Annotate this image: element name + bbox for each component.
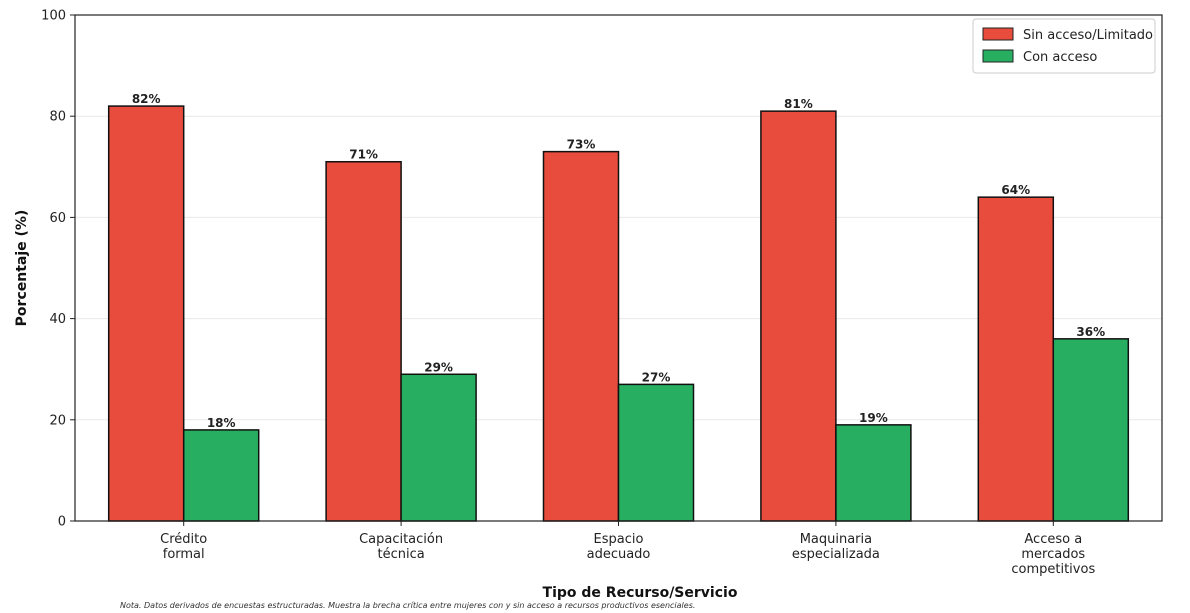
legend-box	[972, 18, 1156, 74]
y-tick-label-20: 20	[49, 413, 66, 428]
bar-value-label: 18%	[207, 416, 236, 430]
bar-sin-acceso-1	[325, 160, 402, 522]
y-tick-label-0: 0	[58, 515, 66, 530]
y-tick-label-60: 60	[49, 211, 66, 226]
x-category-label: adecuado	[587, 547, 651, 562]
x-category-label: técnica	[377, 547, 424, 562]
bar-sin-acceso-3	[760, 110, 837, 522]
bar-sin-acceso-4	[977, 196, 1055, 522]
x-category-label: Espacio	[594, 532, 644, 547]
bar-value-label: 64%	[1001, 183, 1030, 197]
bar-value-label: 81%	[784, 97, 813, 111]
x-category-label: Capacitación	[359, 532, 443, 547]
bar-value-label: 82%	[132, 92, 161, 106]
bar-value-label: 73%	[567, 138, 596, 152]
y-tick-label-80: 80	[49, 110, 66, 125]
bar-value-label: 36%	[1076, 325, 1105, 339]
legend: Sin acceso/Limitado Con acceso	[972, 18, 1156, 74]
bar-value-label: 29%	[424, 360, 453, 374]
bars	[107, 105, 1130, 522]
x-category-label: competitivos	[1011, 562, 1095, 577]
x-category-label: formal	[163, 547, 205, 562]
bar-con-acceso-4	[1052, 338, 1130, 522]
x-category-label: Crédito	[160, 532, 207, 547]
x-category-label: especializada	[792, 547, 880, 562]
chart-note: Nota. Datos derivados de encuestas estru…	[120, 601, 695, 610]
bar-con-acceso-0	[182, 429, 260, 522]
legend-swatch-con-acceso	[982, 49, 1014, 63]
legend-label-con-acceso: Con acceso	[1023, 50, 1097, 65]
x-axis-title: Tipo de Recurso/Servicio	[543, 585, 738, 601]
bar-sin-acceso-0	[107, 105, 185, 522]
bar-sin-acceso-2	[542, 150, 620, 522]
x-category-label: Maquinaria	[800, 532, 872, 547]
bar-value-label: 19%	[859, 411, 888, 425]
bar-con-acceso-2	[617, 383, 695, 522]
y-axis-title: Porcentaje (%)	[14, 210, 30, 327]
bar-value-label: 71%	[349, 148, 378, 162]
legend-label-sin-acceso: Sin acceso/Limitado	[1023, 28, 1153, 43]
x-category-label: Acceso a	[1024, 532, 1082, 547]
legend-swatch-sin-acceso	[982, 27, 1014, 41]
bar-con-acceso-3	[835, 424, 912, 522]
x-category-label: mercados	[1021, 547, 1085, 562]
bar-value-label: 27%	[642, 370, 671, 384]
y-tick-label-100: 100	[41, 9, 66, 24]
y-axis-ticks: 0 20 40 60 80 100	[41, 9, 75, 530]
bar-con-acceso-1	[400, 373, 477, 522]
bar-value-labels: 82% 18% 71% 29% 73% 27% 81% 19% 64% 36%	[132, 92, 1105, 430]
y-tick-label-40: 40	[49, 312, 66, 327]
